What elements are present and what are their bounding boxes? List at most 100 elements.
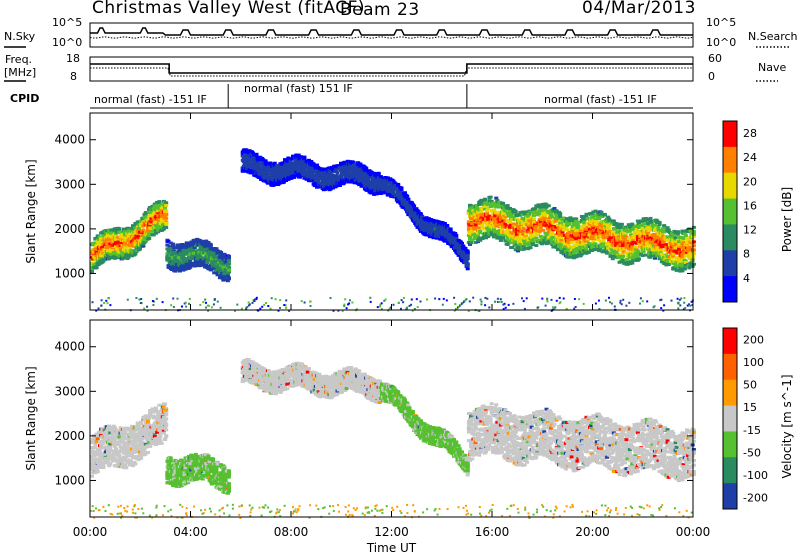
heatmap-cell (99, 237, 104, 241)
heatmap-cell (136, 222, 141, 226)
heatmap-cell (95, 258, 100, 262)
heatmap-cell (473, 223, 478, 227)
heatmap-cell (141, 244, 146, 248)
heatmap-cell (173, 269, 178, 273)
heatmap-cell (133, 252, 138, 256)
heatmap-cell (127, 235, 132, 239)
heatmap-cell (91, 261, 96, 265)
heatmap-cell (227, 262, 231, 266)
heatmap-cell (110, 241, 115, 244)
heatmap-cell (90, 255, 94, 259)
heatmap-cell (302, 156, 307, 160)
heatmap-cell (92, 263, 97, 267)
heatmap-cell (99, 240, 104, 243)
nsky-tick-bottom: 10^0 (52, 36, 82, 49)
heatmap-cell (164, 221, 169, 225)
freq-label: Freq. (5, 53, 32, 66)
heatmap-cell (141, 228, 146, 232)
freq-line (90, 63, 693, 74)
heatmap-cell (133, 231, 138, 235)
heatmap-cell (109, 248, 114, 251)
heatmap-cell (115, 247, 120, 251)
heatmap-cell (92, 255, 97, 259)
heatmap-cell (134, 242, 139, 246)
heatmap-cell (538, 234, 543, 238)
heatmap-cell (208, 243, 213, 247)
heatmap-cell (103, 256, 108, 260)
heatmap-cell (505, 204, 510, 208)
freq-tick-bottom: 8 (70, 70, 77, 83)
heatmap-cell (119, 240, 124, 244)
heatmap-cell (125, 243, 130, 247)
heatmap-cell (90, 270, 94, 274)
heatmap-cell (454, 234, 459, 237)
heatmap-cell (138, 247, 142, 251)
cpid-label: CPID (10, 92, 39, 105)
beam-label: Beam 23 (340, 0, 420, 20)
heatmap-cell (99, 248, 104, 252)
heatmap-cell (541, 228, 546, 232)
heatmap-cell (116, 235, 121, 239)
cpid-segment-2: normal (fast) 151 IF (244, 82, 353, 95)
freq-tick-top: 18 (66, 52, 80, 65)
nave-line (90, 67, 693, 77)
heatmap-cell (558, 215, 563, 218)
heatmap-cell (96, 237, 101, 241)
heatmap-cell (126, 229, 131, 233)
station-title: Christmas Valley West (fitACF) (92, 0, 365, 18)
heatmap-cell (90, 268, 94, 272)
heatmap-cell (147, 215, 152, 219)
heatmap-cell (94, 236, 99, 240)
heatmap-cell (122, 248, 126, 252)
heatmap-cell (116, 256, 121, 260)
heatmap-cell (171, 242, 176, 246)
heatmap-cell (127, 246, 132, 250)
heatmap-cell (142, 215, 147, 219)
date-label: 04/Mar/2013 (582, 0, 696, 18)
heatmap-cell (95, 261, 100, 264)
heatmap-cell (131, 242, 136, 246)
heatmap-cell (109, 233, 114, 237)
heatmap-cell (538, 208, 543, 212)
nsearch-label: N.Search (748, 30, 798, 43)
heatmap-cell (141, 234, 146, 237)
heatmap-cell (465, 253, 470, 257)
heatmap-cell (104, 238, 109, 242)
heatmap-cell (102, 241, 107, 245)
heatmap-cell (532, 217, 536, 221)
heatmap-cell (134, 232, 139, 236)
heatmap-cell (292, 175, 297, 179)
heatmap-cell (227, 259, 231, 263)
heatmap-cell (106, 242, 110, 246)
heatmap-cell (112, 227, 117, 231)
heatmap-cell (130, 250, 134, 253)
heatmap-cell (135, 238, 140, 242)
heatmap-cell (530, 243, 535, 246)
heatmap-cell (501, 201, 506, 205)
heatmap-cell (534, 244, 539, 247)
heatmap-cell (465, 264, 470, 268)
heatmap-cell (123, 241, 128, 245)
heatmap-cell (139, 220, 144, 224)
heatmap-cell (123, 255, 128, 259)
heatmap-cell (126, 255, 131, 259)
heatmap-cell (546, 204, 551, 208)
heatmap-cell (138, 230, 142, 234)
heatmap-cell (93, 247, 98, 251)
heatmap-cell (142, 221, 147, 225)
heatmap-cell (501, 236, 506, 239)
heatmap-cell (574, 237, 579, 241)
heatmap-cell (136, 235, 141, 239)
freq-panel-frame (89, 56, 694, 82)
heatmap-cell (95, 252, 100, 256)
heatmap-cell (104, 231, 109, 235)
heatmap-cell (131, 251, 136, 255)
heatmap-cell (112, 250, 117, 254)
heatmap-cell (465, 267, 470, 271)
heatmap-cell (104, 252, 109, 256)
heatmap-cell (164, 216, 169, 220)
heatmap-cell (143, 235, 148, 239)
heatmap-cell (480, 223, 485, 227)
heatmap-cell (164, 201, 169, 205)
